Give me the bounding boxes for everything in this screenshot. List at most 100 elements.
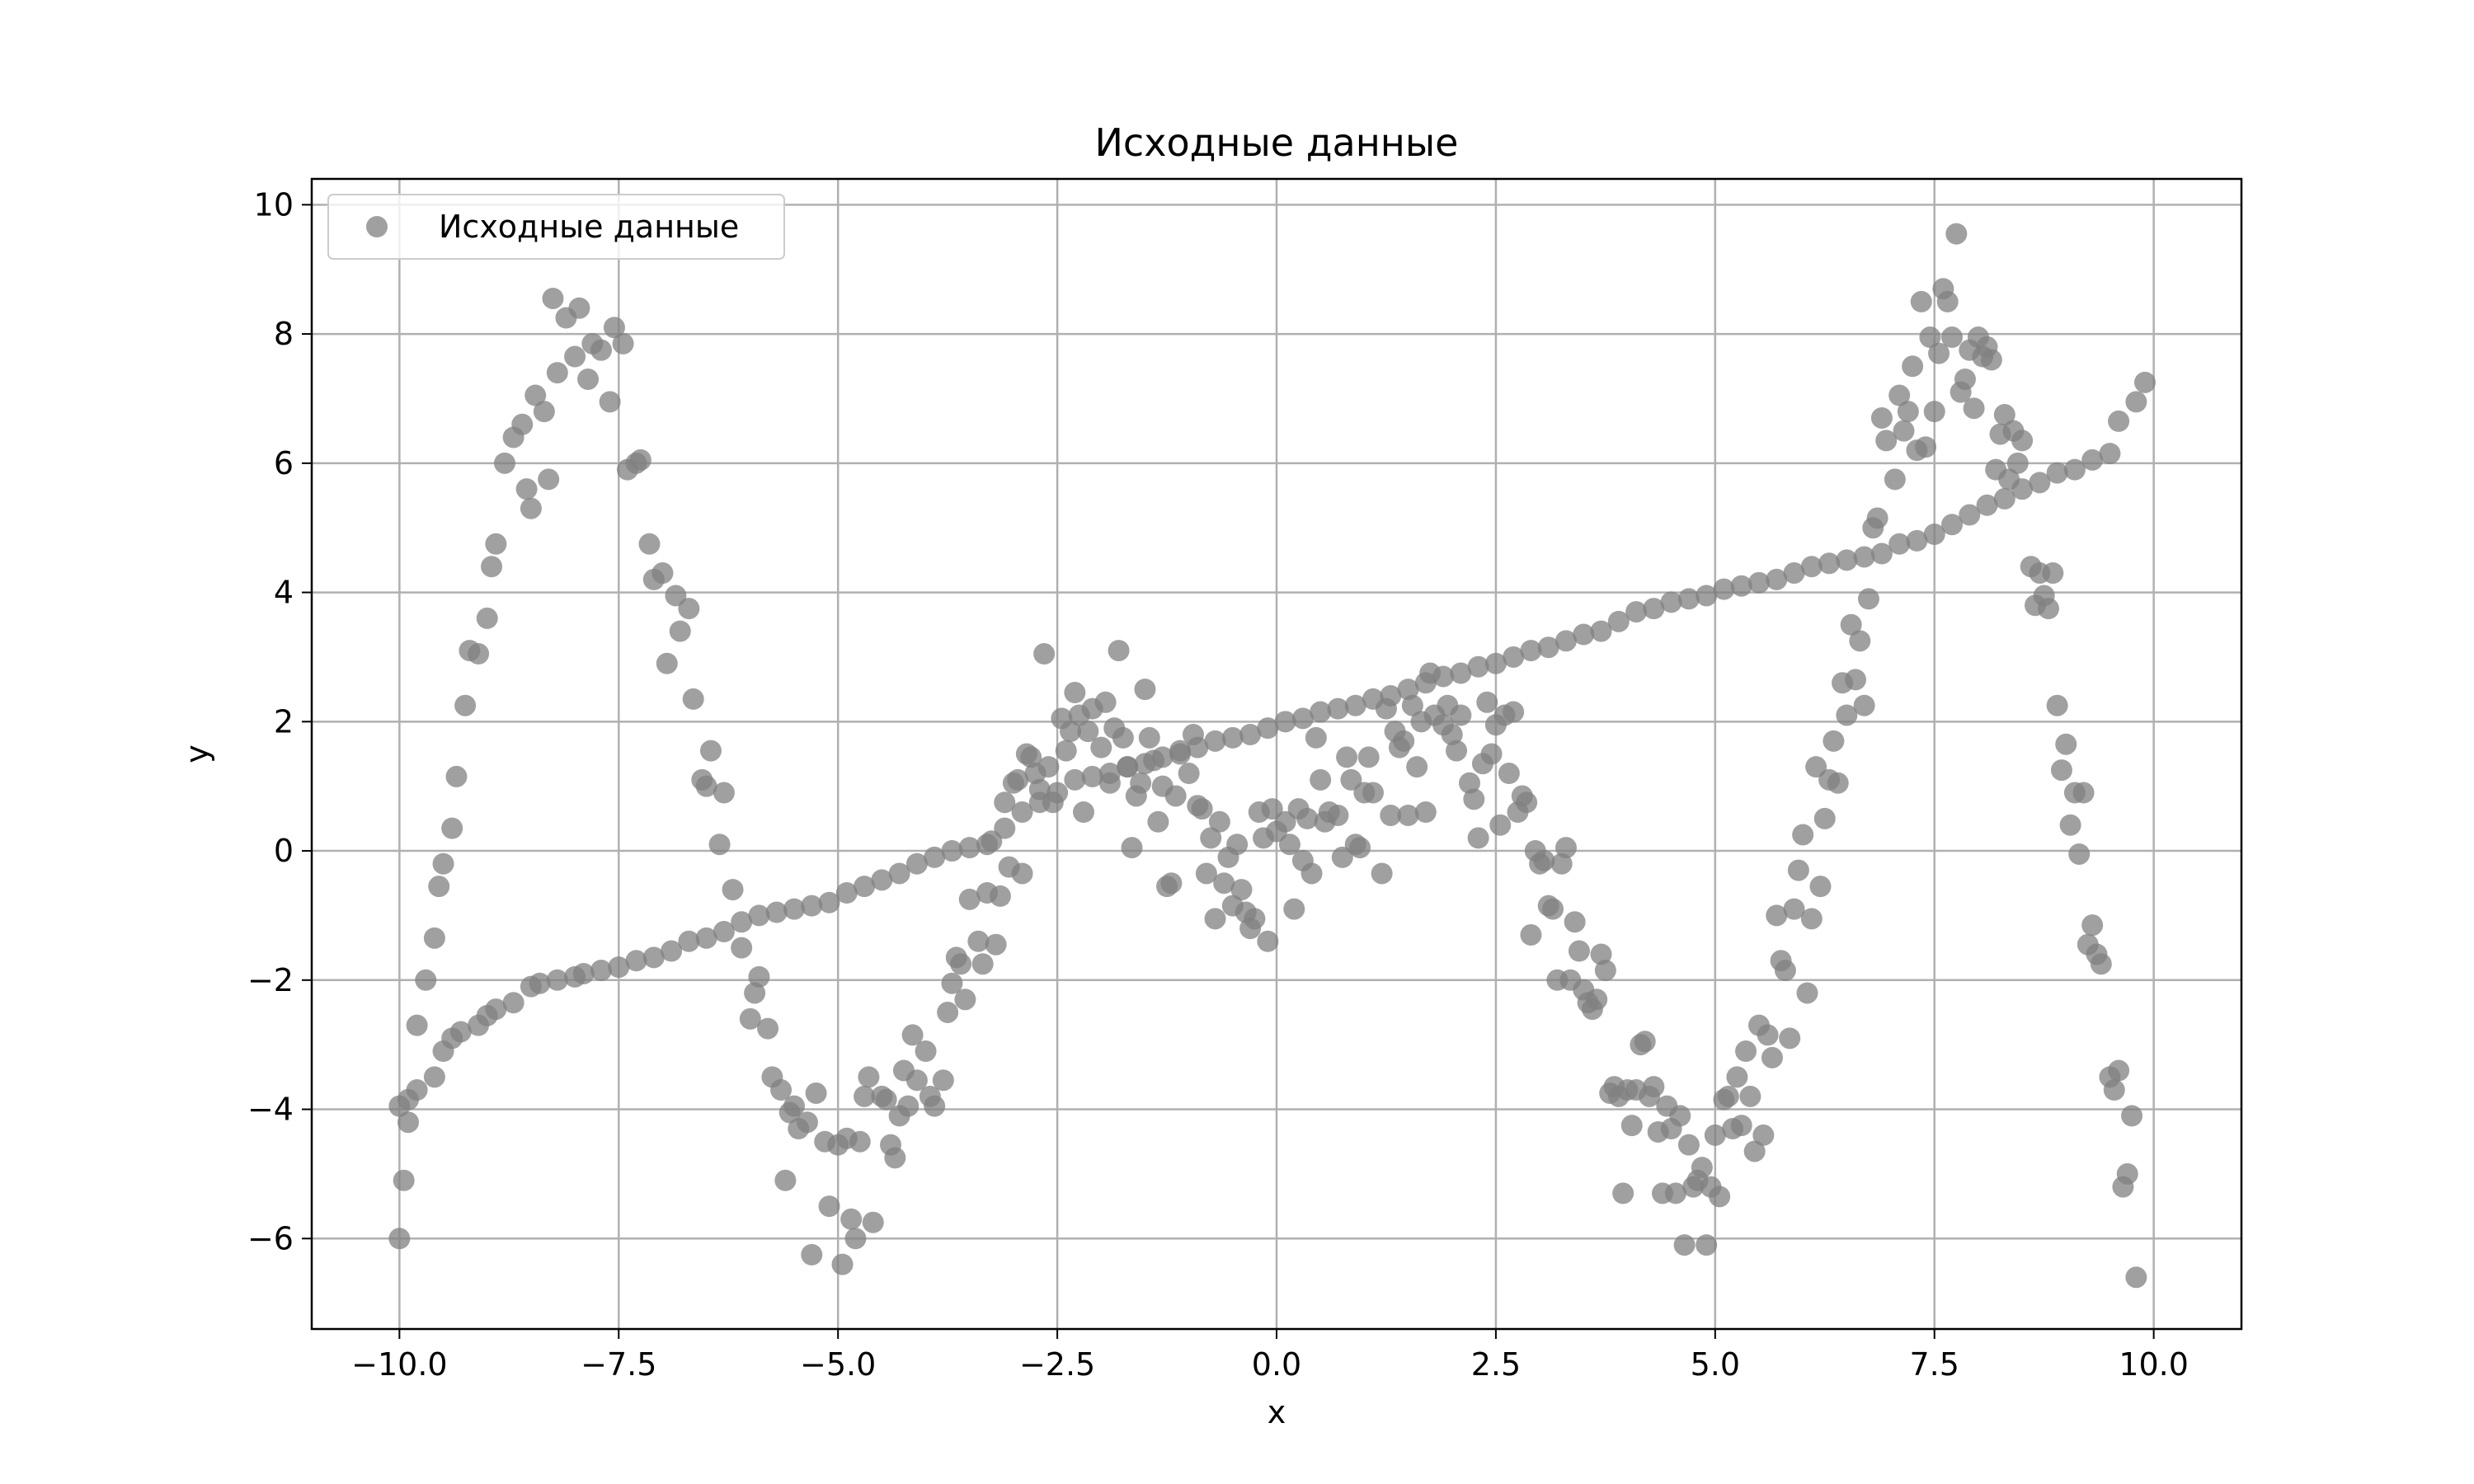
data-point [1779, 1027, 1801, 1050]
axis-ticks: −10.0 −7.5 −5.0 −2.5 0.0 2.5 5.0 7.5 10.0 −6 −4 −2 0… [247, 186, 2189, 1383]
data-point [1257, 717, 1279, 740]
data-point [950, 953, 972, 975]
data-point [1607, 610, 1630, 632]
data-point [572, 962, 595, 984]
data-point [1796, 982, 1818, 1004]
data-point [1459, 772, 1480, 794]
data-point [2108, 1059, 2130, 1082]
data-point [642, 946, 665, 969]
data-point [1191, 798, 1213, 820]
data-point [678, 598, 700, 620]
data-point [1739, 1085, 1761, 1107]
data-point [731, 911, 753, 933]
data-point [1213, 872, 1235, 895]
data-point [1709, 1186, 1731, 1208]
data-point [1117, 756, 1139, 778]
data-point [1028, 778, 1051, 801]
data-point [1278, 834, 1300, 856]
data-point [1910, 290, 1932, 312]
data-point [511, 413, 534, 435]
data-point [924, 1095, 946, 1117]
data-point [1568, 940, 1590, 962]
data-point [1787, 859, 1809, 881]
data-point [1836, 549, 1858, 571]
data-point [2046, 462, 2068, 484]
data-point [1620, 1115, 1643, 1137]
data-point [1344, 694, 1366, 716]
data-point [774, 1169, 797, 1191]
data-point [2081, 914, 2104, 937]
data-point [1230, 879, 1253, 901]
data-point [1805, 756, 1827, 778]
data-point [2108, 410, 2130, 432]
data-point [1915, 436, 1937, 458]
data-point [1208, 810, 1230, 833]
data-point [1357, 746, 1380, 768]
data-point [1726, 1066, 1748, 1088]
data-point [744, 982, 766, 1004]
data-point [2050, 759, 2072, 782]
data-point [1480, 743, 1503, 765]
data-point [941, 840, 963, 862]
data-point [713, 921, 735, 943]
data-point [770, 1079, 793, 1101]
data-point [2125, 391, 2147, 413]
data-point [608, 956, 630, 979]
data-point [1923, 524, 1945, 546]
data-point [406, 1014, 428, 1036]
data-point [1064, 682, 1086, 704]
data-point [1840, 613, 1862, 636]
data-point [1555, 630, 1577, 652]
data-point [1757, 1024, 1779, 1046]
data-point [937, 1001, 959, 1023]
x-tick-label: −2.5 [1019, 1346, 1095, 1383]
data-point [1691, 1157, 1713, 1179]
data-point [1752, 1124, 1775, 1146]
data-point [1077, 721, 1099, 743]
data-point [1542, 898, 1564, 920]
data-point [1625, 601, 1648, 623]
data-point [1112, 726, 1134, 749]
data-point [1743, 1140, 1766, 1162]
data-point [1419, 662, 1442, 684]
data-point [432, 852, 454, 875]
data-point [1792, 824, 1814, 846]
data-point [1696, 585, 1718, 607]
data-point [1897, 401, 1919, 423]
data-point [1331, 846, 1353, 868]
data-point [958, 837, 981, 859]
data-point [1498, 763, 1520, 785]
data-point [2116, 1162, 2138, 1185]
data-point [1037, 756, 1060, 778]
data-point [1533, 849, 1555, 871]
data-point [1660, 591, 1682, 613]
data-point [1643, 1076, 1665, 1098]
data-point [423, 927, 445, 949]
data-point [651, 562, 674, 585]
data-point [1594, 960, 1616, 982]
data-point [888, 862, 910, 885]
data-point [1717, 1085, 1739, 1107]
data-point [1774, 960, 1796, 982]
data-point [1936, 290, 1959, 312]
data-point [533, 401, 555, 423]
data-point [524, 384, 547, 406]
data-point [818, 1195, 840, 1218]
data-point [1397, 804, 1419, 826]
data-point [1730, 1115, 1752, 1137]
data-point [599, 391, 621, 413]
data-point [1340, 768, 1362, 791]
data-point [1941, 514, 1963, 536]
data-point [1060, 721, 1082, 743]
data-point [1573, 623, 1595, 646]
data-point [1055, 740, 1077, 762]
data-point [1713, 578, 1735, 600]
data-point [1954, 368, 1976, 390]
data-point [529, 972, 551, 994]
y-tick-label: −6 [247, 1220, 294, 1256]
data-point [783, 1095, 805, 1117]
data-point [1138, 726, 1160, 749]
data-point [1823, 730, 1845, 752]
data-point [1130, 772, 1152, 794]
data-point [1169, 740, 1191, 762]
